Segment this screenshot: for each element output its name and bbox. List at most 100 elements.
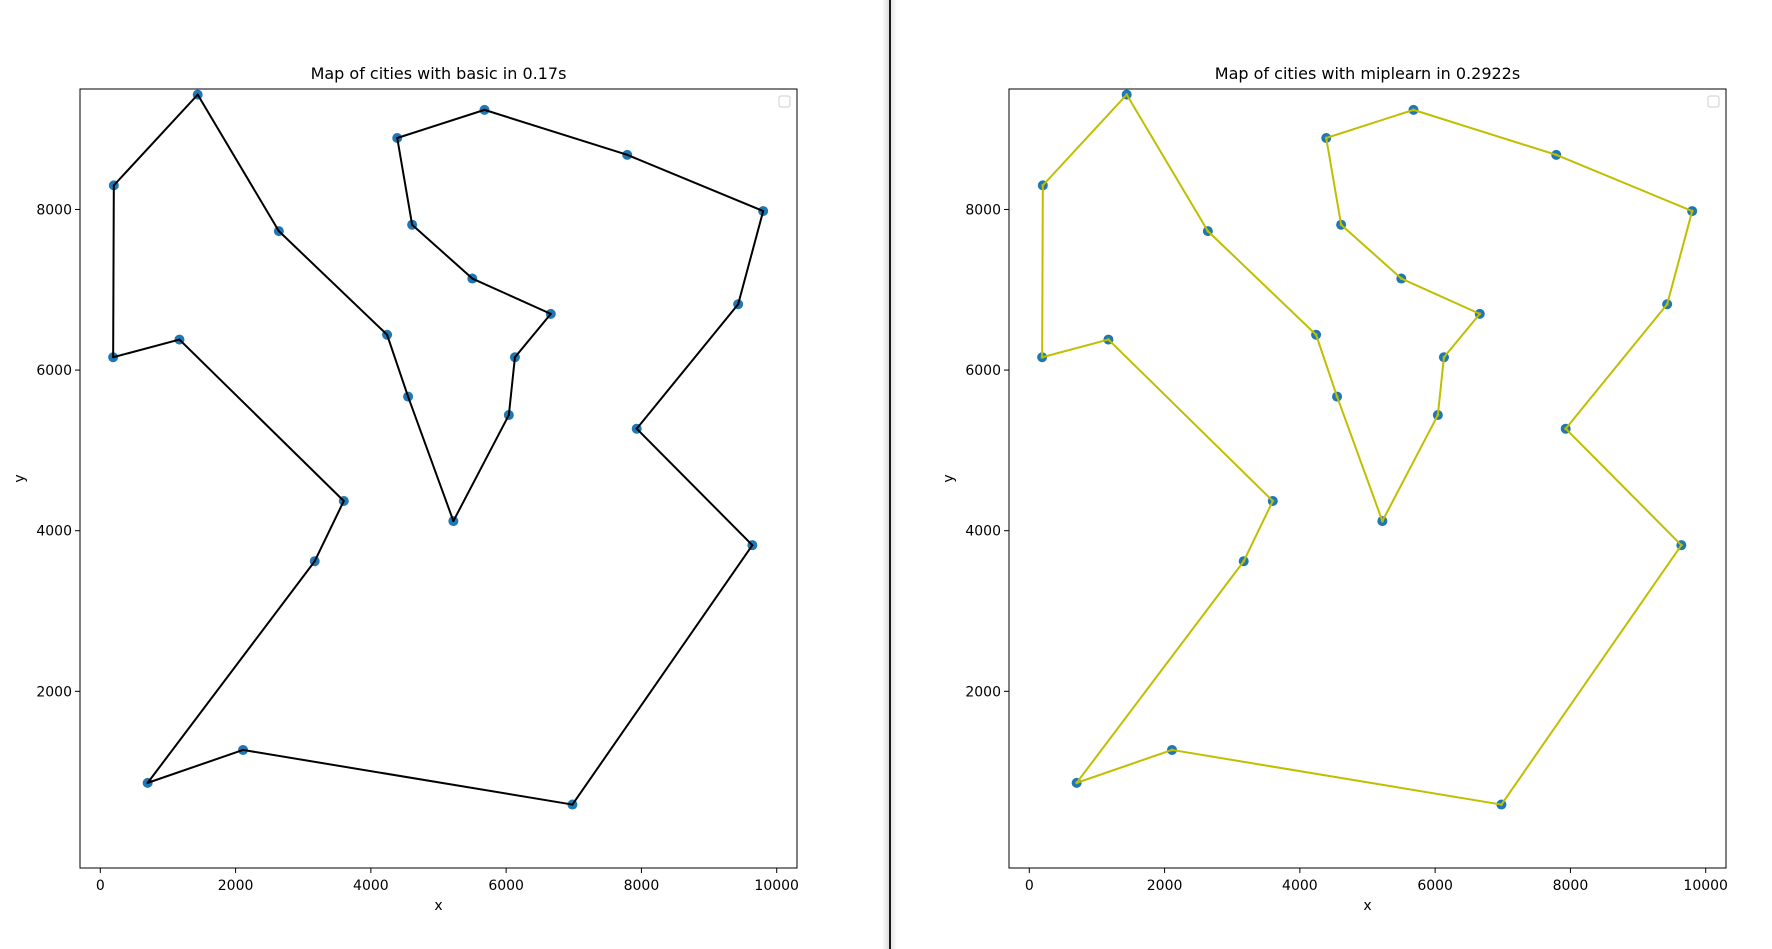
city-point-overlay bbox=[1554, 153, 1558, 157]
city-point-overlay bbox=[1478, 312, 1482, 316]
tour-segment bbox=[471, 277, 552, 315]
tour-segment bbox=[277, 230, 389, 336]
tour-segment bbox=[1242, 499, 1274, 563]
tour-segment bbox=[1666, 210, 1694, 306]
tour-segment bbox=[1564, 303, 1669, 430]
x-tick-label: 8000 bbox=[1553, 878, 1589, 894]
tour-segment bbox=[1340, 223, 1403, 280]
x-axis-label: x bbox=[434, 898, 442, 914]
y-tick-label: 8000 bbox=[965, 202, 1001, 218]
tour-segment bbox=[411, 223, 474, 280]
tour-segment bbox=[396, 108, 486, 139]
tour-segment bbox=[635, 303, 740, 430]
city-point-overlay bbox=[1690, 209, 1694, 213]
y-tick-label: 2000 bbox=[36, 684, 72, 700]
city-point-overlay bbox=[1040, 355, 1044, 359]
y-tick-label: 6000 bbox=[965, 363, 1001, 379]
tour-segment bbox=[1436, 356, 1445, 417]
city-point-overlay bbox=[1442, 355, 1446, 359]
tour-segment bbox=[146, 560, 316, 784]
y-axis-label: y bbox=[12, 474, 28, 482]
tour-segment bbox=[1075, 748, 1174, 784]
tour-segment bbox=[1555, 153, 1694, 213]
y-axis-label: y bbox=[941, 474, 957, 482]
tour-segment bbox=[1325, 136, 1343, 226]
x-tick-label: 4000 bbox=[1282, 878, 1318, 894]
tour-segment bbox=[1206, 230, 1318, 336]
tour-segment bbox=[146, 748, 245, 784]
x-tick-label: 10000 bbox=[754, 878, 799, 894]
tour-segment bbox=[1564, 427, 1683, 547]
city-point-overlay bbox=[1242, 559, 1246, 563]
x-tick-label: 4000 bbox=[353, 878, 389, 894]
tour-segment bbox=[1336, 395, 1384, 523]
y-tick-label: 4000 bbox=[36, 524, 72, 540]
x-tick-label: 2000 bbox=[1147, 878, 1183, 894]
legend-box bbox=[1707, 95, 1720, 108]
tour-segment bbox=[1171, 748, 1503, 806]
tour-segment bbox=[571, 544, 754, 806]
tour-segment bbox=[1125, 93, 1209, 233]
city-point-overlay bbox=[1271, 499, 1275, 503]
city-point-overlay bbox=[1665, 302, 1669, 306]
tour-segment bbox=[242, 748, 574, 806]
tour-segment bbox=[112, 184, 115, 359]
tour-segment bbox=[407, 395, 455, 523]
y-tick-label: 2000 bbox=[965, 684, 1001, 700]
city-point-overlay bbox=[1106, 337, 1111, 342]
tour-segment bbox=[1325, 108, 1415, 139]
tour-segment bbox=[1107, 338, 1274, 502]
city-point-overlay bbox=[1436, 413, 1440, 417]
city-point-overlay bbox=[1411, 108, 1416, 112]
city-point-overlay bbox=[1499, 802, 1504, 807]
tour-segment bbox=[635, 427, 754, 547]
city-point-overlay bbox=[1170, 748, 1174, 752]
city-point-overlay bbox=[1335, 394, 1339, 399]
tour-segment bbox=[1500, 544, 1683, 806]
x-tick-label: 2000 bbox=[218, 878, 254, 894]
tour-segment bbox=[1075, 560, 1245, 784]
city-point-overlay bbox=[1399, 276, 1403, 281]
tour-segment bbox=[1381, 414, 1439, 523]
tour-segment bbox=[112, 93, 199, 187]
tour-segment bbox=[1041, 93, 1128, 187]
chart-title: Map of cities with miplearn in 0.2922s bbox=[1215, 64, 1520, 83]
tour-segment bbox=[1041, 184, 1044, 359]
chart-panel-basic: Map of cities with basic in 0.17s 0 2000 40… bbox=[12, 64, 799, 914]
window-split-shadow bbox=[882, 0, 889, 949]
window-split-highlight bbox=[891, 0, 897, 949]
x-tick-label: 6000 bbox=[1417, 878, 1453, 894]
tour-segment bbox=[178, 338, 345, 502]
window-split-divider[interactable] bbox=[889, 0, 891, 949]
tour-segment bbox=[396, 136, 414, 226]
tour-segment bbox=[386, 333, 410, 398]
tour-segment bbox=[112, 338, 181, 359]
tour-segment bbox=[1400, 277, 1481, 315]
chart-title: Map of cities with basic in 0.17s bbox=[311, 64, 567, 83]
tour-segment bbox=[1041, 338, 1110, 359]
city-point-overlay bbox=[1125, 93, 1129, 97]
tour-segment bbox=[626, 153, 765, 213]
y-tick-label: 6000 bbox=[36, 363, 72, 379]
tour-segment bbox=[737, 210, 765, 306]
x-axis-label: x bbox=[1363, 898, 1371, 914]
city-point-overlay bbox=[1041, 183, 1045, 187]
tour-segment bbox=[483, 108, 629, 156]
city-point-overlay bbox=[1679, 543, 1683, 547]
y-tick-label: 8000 bbox=[36, 202, 72, 218]
city-point-overlay bbox=[1324, 136, 1328, 140]
tour-segment bbox=[1412, 108, 1558, 156]
tour-segment bbox=[1315, 333, 1339, 398]
tour-segment bbox=[196, 93, 280, 233]
y-tick-label: 4000 bbox=[965, 524, 1001, 540]
x-tick-label: 0 bbox=[96, 878, 105, 894]
city-point-overlay bbox=[1380, 519, 1384, 523]
tour-segment bbox=[313, 499, 345, 563]
tour-segment bbox=[513, 312, 552, 359]
x-tick-label: 8000 bbox=[624, 878, 660, 894]
city-point-overlay bbox=[1564, 427, 1568, 431]
city-point-overlay bbox=[1314, 333, 1318, 337]
tour-segment bbox=[452, 414, 510, 523]
x-tick-label: 0 bbox=[1025, 878, 1034, 894]
